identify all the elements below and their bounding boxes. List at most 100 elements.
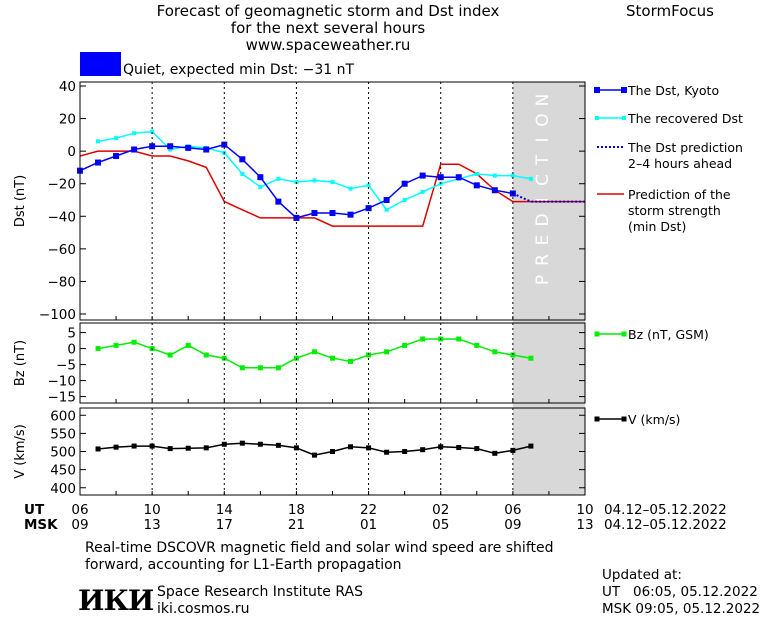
dst-kyoto-point <box>239 156 246 163</box>
legend-prediction-label: The Dst prediction <box>627 140 743 155</box>
prediction-band-letter: E <box>533 235 553 246</box>
msk-tick-label: 13 <box>144 517 161 533</box>
v-point <box>402 449 408 454</box>
recovered-dst-point <box>474 171 479 176</box>
bz-point <box>275 365 281 371</box>
legend-storm-label: (min Dst) <box>628 219 686 234</box>
bz-point <box>384 349 390 355</box>
prediction-band-letter: I <box>533 197 553 202</box>
ut-date-range: 04.12–05.12.2022 <box>604 502 727 518</box>
brand-name: StormFocus <box>626 2 714 20</box>
status-swatch <box>80 52 121 76</box>
bz-point <box>420 336 426 342</box>
y-tick-label: −100 <box>39 307 76 323</box>
ut-tick-label: 02 <box>432 502 449 518</box>
v-point <box>203 445 209 451</box>
v-point <box>510 447 516 453</box>
ut-tick-label: 22 <box>360 502 377 518</box>
y-tick-label: 550 <box>50 426 76 442</box>
legend-prediction-label: 2–4 hours ahead <box>628 156 732 171</box>
y-tick-label: −5 <box>56 358 76 374</box>
msk-date-range: 04.12–05.12.2022 <box>604 517 727 533</box>
footer-note-line1: Real-time DSCOVR magnetic field and sola… <box>85 540 554 556</box>
recovered-dst-point <box>240 171 245 176</box>
recovered-dst-point <box>492 173 497 178</box>
y-tick-label: 0 <box>67 342 76 358</box>
bz-point <box>528 355 534 361</box>
y-tick-label: 600 <box>50 408 76 424</box>
y-tick-label: 5 <box>67 326 76 342</box>
site-url[interactable]: www.spaceweather.ru <box>245 36 411 54</box>
prediction-band-letter: T <box>533 154 553 166</box>
y-axis-label: V (km/s) <box>13 424 28 479</box>
dst-kyoto-point <box>185 144 192 151</box>
legend-dst-kyoto-marker <box>621 87 627 93</box>
recovered-dst-point <box>510 173 515 178</box>
plot-frame <box>79 322 586 404</box>
recovered-dst-point <box>150 129 155 134</box>
dst-kyoto-point <box>167 143 174 150</box>
legend-bz-marker <box>594 331 600 337</box>
recovered-dst-point <box>366 183 371 188</box>
bz-point <box>311 349 317 355</box>
dst-kyoto-point <box>203 146 210 153</box>
institute-site[interactable]: iki.cosmos.ru <box>157 601 250 617</box>
bz-point <box>185 342 191 348</box>
bz-point <box>239 365 245 371</box>
legend-v-marker <box>594 416 600 422</box>
series-storm-strength-line <box>80 150 585 227</box>
plot-frame <box>79 81 586 321</box>
recovered-dst-point <box>528 176 533 181</box>
ut-tick-label: 06 <box>504 502 521 518</box>
dst-kyoto-point <box>275 198 282 205</box>
dst-kyoto-point <box>347 211 354 218</box>
bz-point <box>330 355 335 361</box>
recovered-dst-point <box>312 178 317 183</box>
v-point <box>293 445 299 451</box>
y-tick-label: 40 <box>59 79 76 95</box>
ut-tick-label: 18 <box>288 502 305 518</box>
chart-title-line2: for the next several hours <box>230 19 426 37</box>
ut-axis-label: UT <box>24 502 45 518</box>
series-recovered-dst-line <box>97 130 532 211</box>
prediction-band-letter: I <box>533 137 553 142</box>
legend-dst-kyoto-label: The Dst, Kyoto <box>627 83 719 98</box>
prediction-band-letter: N <box>533 94 553 107</box>
y-tick-label: 500 <box>50 445 76 461</box>
msk-tick-label: 09 <box>504 517 521 533</box>
dst-kyoto-point <box>401 180 408 187</box>
y-tick-label: 450 <box>50 463 76 479</box>
recovered-dst-point <box>348 186 353 191</box>
updated-label: Updated at: <box>602 567 682 583</box>
v-point <box>348 444 354 450</box>
v-point <box>330 449 335 454</box>
ut-tick-label: 10 <box>576 502 593 518</box>
v-point <box>257 441 263 447</box>
dst-kyoto-point <box>221 141 228 148</box>
msk-tick-label: 05 <box>432 517 449 533</box>
v-point <box>311 452 317 458</box>
v-point <box>185 445 191 451</box>
msk-tick-label: 17 <box>216 517 233 533</box>
recovered-dst-point <box>114 136 119 141</box>
v-point <box>113 444 119 450</box>
v-point <box>438 444 444 450</box>
prediction-band-letter: O <box>533 113 553 126</box>
v-point <box>456 445 462 451</box>
bz-point <box>257 365 263 371</box>
dst-kyoto-point <box>311 210 318 217</box>
y-tick-label: −40 <box>48 209 77 225</box>
legend-recovered-marker <box>622 116 626 120</box>
dst-kyoto-point <box>113 153 120 160</box>
recovered-dst-point <box>168 147 173 152</box>
y-tick-label: −80 <box>48 274 77 290</box>
institute-name: Space Research Institute RAS <box>157 584 363 600</box>
y-tick-label: −60 <box>48 242 77 258</box>
bz-point <box>95 346 101 352</box>
y-axis-label: Bz (nT) <box>13 340 28 386</box>
recovered-dst-point <box>420 189 425 194</box>
dst-kyoto-point <box>131 146 138 153</box>
legend-bz-marker <box>621 331 627 337</box>
msk-tick-label: 21 <box>288 517 305 533</box>
